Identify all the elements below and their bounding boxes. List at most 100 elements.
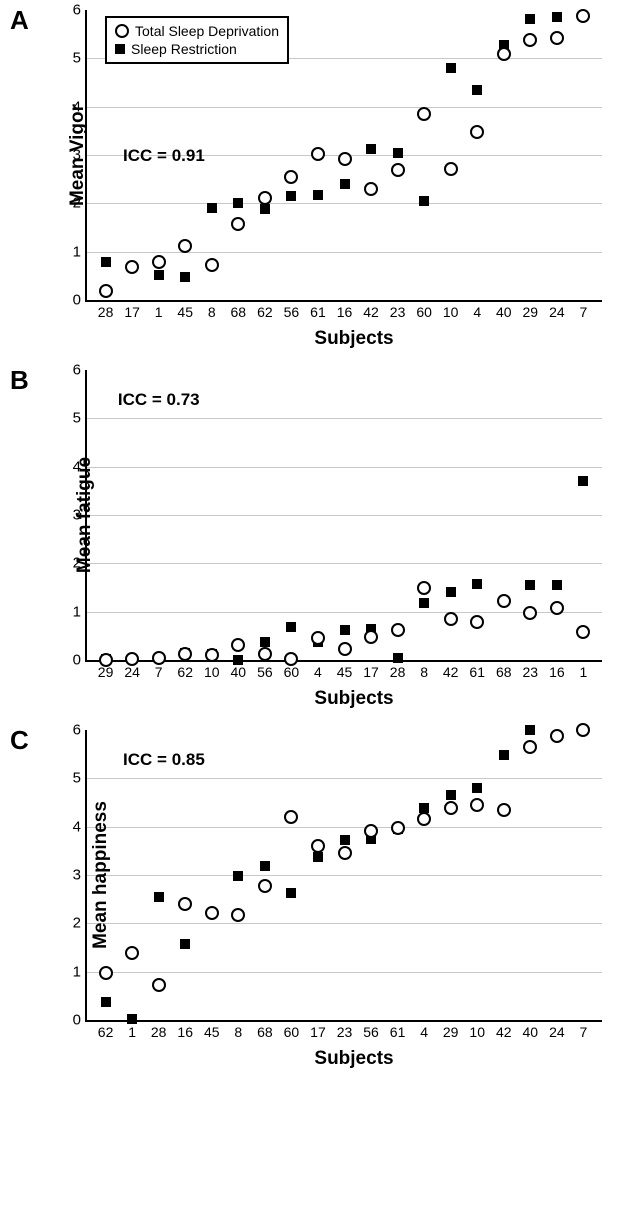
tsd-marker (470, 615, 484, 629)
x-tick-label: 68 (496, 660, 512, 680)
x-tick-label: 24 (549, 1020, 565, 1040)
tsd-marker (391, 163, 405, 177)
x-tick-label: 16 (549, 660, 565, 680)
tsd-marker (417, 812, 431, 826)
tsd-marker (550, 729, 564, 743)
x-tick-label: 16 (177, 1020, 193, 1040)
plot-area: 0123456292476210405660445172884261682316… (85, 370, 602, 662)
sr-marker (180, 939, 190, 949)
x-tick-label: 60 (284, 1020, 300, 1040)
x-tick-label: 7 (580, 300, 588, 320)
x-tick-label: 17 (124, 300, 140, 320)
x-tick-label: 60 (416, 300, 432, 320)
x-tick-label: 8 (208, 300, 216, 320)
x-tick-label: 61 (310, 300, 326, 320)
tsd-marker (497, 803, 511, 817)
x-tick-label: 8 (420, 660, 428, 680)
tsd-marker (125, 652, 139, 666)
icc-label: ICC = 0.85 (123, 750, 205, 770)
sr-marker (233, 655, 243, 665)
tsd-marker (550, 601, 564, 615)
sr-marker (552, 580, 562, 590)
x-tick-label: 23 (523, 660, 539, 680)
gridline (87, 467, 602, 468)
tsd-marker (231, 908, 245, 922)
x-tick-label: 8 (234, 1020, 242, 1040)
sr-marker (419, 196, 429, 206)
tsd-marker (99, 284, 113, 298)
y-tick-label: 5 (73, 770, 87, 787)
tsd-marker (205, 906, 219, 920)
sr-marker (393, 148, 403, 158)
tsd-marker (258, 647, 272, 661)
tsd-marker (444, 162, 458, 176)
sr-marker (260, 637, 270, 647)
sr-marker (340, 835, 350, 845)
gridline (87, 778, 602, 779)
tsd-marker (125, 260, 139, 274)
y-tick-label: 1 (73, 243, 87, 260)
sr-marker (313, 852, 323, 862)
sr-marker (525, 725, 535, 735)
x-tick-label: 68 (257, 1020, 273, 1040)
x-tick-label: 40 (523, 1020, 539, 1040)
sr-marker (260, 204, 270, 214)
x-tick-label: 10 (469, 1020, 485, 1040)
x-tick-label: 4 (314, 660, 322, 680)
x-tick-label: 28 (390, 660, 406, 680)
sr-marker (419, 598, 429, 608)
sr-marker (207, 203, 217, 213)
panel-a: A012345628171458686256611642236010440292… (10, 10, 623, 350)
y-tick-label: 0 (73, 1012, 87, 1029)
x-tick-label: 45 (337, 660, 353, 680)
tsd-marker (99, 966, 113, 980)
tsd-marker (178, 239, 192, 253)
tsd-marker (284, 170, 298, 184)
gridline (87, 203, 602, 204)
y-tick-label: 4 (73, 818, 87, 835)
x-tick-label: 45 (177, 300, 193, 320)
tsd-marker (231, 217, 245, 231)
x-tick-label: 56 (363, 1020, 379, 1040)
x-tick-label: 24 (549, 300, 565, 320)
tsd-marker (364, 182, 378, 196)
panel-label: B (10, 365, 29, 396)
y-tick-label: 6 (73, 362, 87, 379)
y-tick-label: 6 (73, 2, 87, 19)
y-tick-label: 3 (73, 867, 87, 884)
tsd-marker (231, 638, 245, 652)
tsd-marker (152, 978, 166, 992)
gridline (87, 923, 602, 924)
sr-marker (233, 198, 243, 208)
tsd-marker (497, 47, 511, 61)
tsd-marker (178, 897, 192, 911)
icc-label: ICC = 0.91 (123, 146, 205, 166)
tsd-marker (417, 107, 431, 121)
y-tick-label: 6 (73, 722, 87, 739)
y-tick-label: 1 (73, 963, 87, 980)
x-tick-label: 40 (496, 300, 512, 320)
legend-label: Total Sleep Deprivation (135, 22, 279, 40)
sr-marker (127, 1014, 137, 1024)
tsd-marker (523, 33, 537, 47)
gridline (87, 827, 602, 828)
tsd-marker (99, 653, 113, 667)
y-tick-label: 2 (73, 915, 87, 932)
x-tick-label: 4 (473, 300, 481, 320)
panel-b: B012345629247621040566044517288426168231… (10, 370, 623, 710)
plot-area: 0123456621281645868601723566142910424024… (85, 730, 602, 1022)
sr-marker (233, 871, 243, 881)
x-tick-label: 23 (337, 1020, 353, 1040)
legend-item-tsd: Total Sleep Deprivation (115, 22, 279, 40)
sr-marker (472, 579, 482, 589)
sr-marker (101, 257, 111, 267)
x-tick-label: 29 (443, 1020, 459, 1040)
sr-marker (366, 144, 376, 154)
sr-marker (446, 790, 456, 800)
tsd-marker (391, 821, 405, 835)
y-tick-label: 5 (73, 50, 87, 67)
chart-wrap: 0123456281714586862566116422360104402924… (85, 10, 623, 350)
panel-c: C012345662128164586860172356614291042402… (10, 730, 623, 1070)
tsd-marker (364, 824, 378, 838)
x-axis-label: Subjects (85, 328, 623, 350)
